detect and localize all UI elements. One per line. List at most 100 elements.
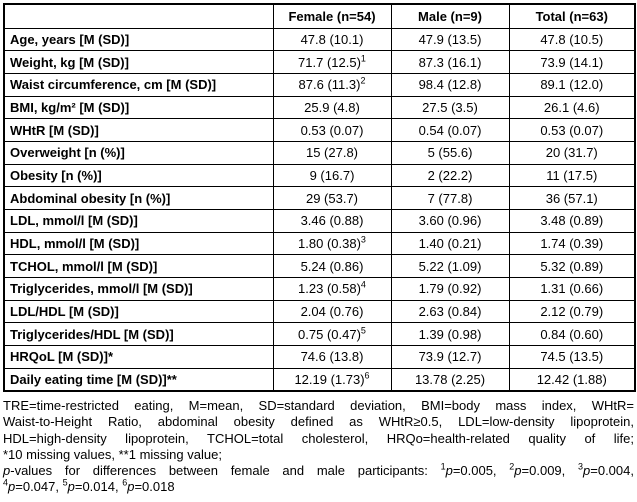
table-row: Triglycerides, mmol/l [M (SD)] 1.23 (0.58… (3, 277, 636, 301)
value-cell: 1.74 (0.39) (508, 231, 636, 256)
value-cell: 5.24 (0.86) (272, 254, 392, 279)
table-row: Obesity [n (%)] 9 (16.7) 2 (22.2) 11 (17.5) (3, 163, 636, 188)
value-cell: 27.5 (3.5) (390, 95, 510, 120)
row-label: BMI, kg/m² [M (SD)] (3, 95, 274, 120)
value-cell: 12.19 (1.73)6 (272, 367, 392, 392)
footnote-line: 4p=0.047, 5p=0.014, 6p=0.018 (3, 478, 175, 495)
value-cell: 0.84 (0.60) (508, 322, 636, 347)
value-cell: 71.7 (12.5)1 (272, 50, 392, 74)
row-label: LDL/HDL [M (SD)] (3, 299, 274, 324)
footnote-marker: 2 (360, 75, 366, 86)
footnote-line: TRE=time-restricted eating, M=mean, SD=s… (3, 398, 634, 413)
table-row: BMI, kg/m² [M (SD)] 25.9 (4.8) 27.5 (3.5) 2… (3, 95, 636, 120)
row-label: Triglycerides, mmol/l [M (SD)] (3, 277, 274, 301)
participant-characteristics-table: Female (n=54) Male (n=9) Total (n=63) Ag… (3, 3, 636, 392)
value-cell: 2.04 (0.76) (272, 299, 392, 324)
value-cell: 3.46 (0.88) (272, 209, 392, 233)
value-cell: 74.5 (13.5) (508, 345, 636, 369)
table-body: Age, years [M (SD)] 47.8 (10.1) 47.9 (13.5… (3, 27, 636, 392)
row-label: WHtR [M (SD)] (3, 118, 274, 142)
value-cell: 73.9 (14.1) (508, 50, 636, 74)
table-row: Waist circumference, cm [M (SD)] 87.6 (11… (3, 72, 636, 97)
value-cell: 89.1 (12.0) (508, 72, 636, 97)
table-row: Age, years [M (SD)] 47.8 (10.1) 47.9 (13.5… (3, 27, 636, 52)
value-cell: 20 (31.7) (508, 140, 636, 165)
column-header-total: Total (n=63) (508, 3, 636, 29)
value-cell: 3.48 (0.89) (508, 209, 636, 233)
row-label: Age, years [M (SD)] (3, 27, 274, 52)
value-cell: 9 (16.7) (272, 163, 392, 188)
column-header-male: Male (n=9) (390, 3, 510, 29)
row-label: Obesity [n (%)] (3, 163, 274, 188)
footnote-line: p-values for differences between female … (3, 461, 634, 479)
value-cell: 13.78 (2.25) (390, 367, 510, 392)
value-cell: 5.32 (0.89) (508, 254, 636, 279)
row-label: Waist circumference, cm [M (SD)] (3, 72, 274, 97)
footnote-line: HDL=high-density lipoprotein, TCHOL=tota… (3, 430, 634, 446)
column-header-female: Female (n=54) (272, 3, 392, 29)
table-row: LDL/HDL [M (SD)] 2.04 (0.76) 2.63 (0.84) 2.… (3, 299, 636, 324)
row-label: Overweight [n (%)] (3, 140, 274, 165)
value-cell: 98.4 (12.8) (390, 72, 510, 97)
table-row: Weight, kg [M (SD)] 71.7 (12.5)1 87.3 (16.… (3, 50, 636, 74)
value-cell: 1.79 (0.92) (390, 277, 510, 301)
footnote-marker: 1 (360, 53, 366, 64)
value-cell: 25.9 (4.8) (272, 95, 392, 120)
value-cell: 11 (17.5) (508, 163, 636, 188)
row-label: Weight, kg [M (SD)] (3, 50, 274, 74)
footnote-marker: 3 (360, 234, 366, 245)
row-label: LDL, mmol/l [M (SD)] (3, 209, 274, 233)
value-cell: 0.54 (0.07) (390, 118, 510, 142)
value-cell: 15 (27.8) (272, 140, 392, 165)
footnote-line: Waist-to-Height Ratio, abdominal obesity… (3, 414, 634, 430)
value-cell: 47.8 (10.5) (508, 27, 636, 52)
value-cell: 2.63 (0.84) (390, 299, 510, 324)
row-label: TCHOL, mmol/l [M (SD)] (3, 254, 274, 279)
row-label: Daily eating time [M (SD)]** (3, 367, 274, 392)
value-cell: 36 (57.1) (508, 186, 636, 210)
footnote-marker: 5 (360, 325, 366, 336)
row-label: Abdominal obesity [n (%)] (3, 186, 274, 210)
table-row: TCHOL, mmol/l [M (SD)] 5.24 (0.86) 5.22 (1… (3, 254, 636, 279)
row-label: HDL, mmol/l [M (SD)] (3, 231, 274, 256)
value-cell: 47.9 (13.5) (390, 27, 510, 52)
value-cell: 0.53 (0.07) (508, 118, 636, 142)
value-cell: 87.3 (16.1) (390, 50, 510, 74)
table-row: LDL, mmol/l [M (SD)] 3.46 (0.88) 3.60 (0.9… (3, 209, 636, 233)
value-cell: 26.1 (4.6) (508, 95, 636, 120)
footnote-line: *10 missing values, **1 missing value; (3, 446, 222, 462)
footnote-marker: 4 (360, 280, 366, 291)
row-label: HRQoL [M (SD)]* (3, 345, 274, 369)
value-cell: 29 (53.7) (272, 186, 392, 210)
value-cell: 2.12 (0.79) (508, 299, 636, 324)
header-row: Female (n=54) Male (n=9) Total (n=63) (3, 3, 636, 29)
value-cell: 7 (77.8) (390, 186, 510, 210)
table-row: WHtR [M (SD)] 0.53 (0.07) 0.54 (0.07) 0.53 … (3, 118, 636, 142)
value-cell: 5 (55.6) (390, 140, 510, 165)
value-cell: 12.42 (1.88) (508, 367, 636, 392)
table-row: HDL, mmol/l [M (SD)] 1.80 (0.38)3 1.40 (0.… (3, 231, 636, 256)
value-cell: 5.22 (1.09) (390, 254, 510, 279)
table-row: Triglycerides/HDL [M (SD)] 0.75 (0.47)5 1.… (3, 322, 636, 347)
value-cell: 1.40 (0.21) (390, 231, 510, 256)
value-cell: 47.8 (10.1) (272, 27, 392, 52)
value-cell: 73.9 (12.7) (390, 345, 510, 369)
footnote-marker: 6 (364, 370, 370, 381)
value-cell: 0.75 (0.47)5 (272, 322, 392, 347)
table-row: HRQoL [M (SD)]* 74.6 (13.8) 73.9 (12.7) 74.… (3, 345, 636, 369)
table-row: Daily eating time [M (SD)]** 12.19 (1.73)… (3, 367, 636, 392)
value-cell: 1.31 (0.66) (508, 277, 636, 301)
table-row: Overweight [n (%)] 15 (27.8) 5 (55.6) 20 (3… (3, 140, 636, 165)
value-cell: 3.60 (0.96) (390, 209, 510, 233)
column-header-empty (3, 3, 274, 29)
footnotes: TRE=time-restricted eating, M=mean, SD=s… (3, 398, 634, 496)
value-cell: 87.6 (11.3)2 (272, 72, 392, 97)
table-row: Abdominal obesity [n (%)] 29 (53.7) 7 (77.… (3, 186, 636, 210)
value-cell: 2 (22.2) (390, 163, 510, 188)
value-cell: 74.6 (13.8) (272, 345, 392, 369)
value-cell: 1.23 (0.58)4 (272, 277, 392, 301)
value-cell: 1.80 (0.38)3 (272, 231, 392, 256)
value-cell: 0.53 (0.07) (272, 118, 392, 142)
value-cell: 1.39 (0.98) (390, 322, 510, 347)
row-label: Triglycerides/HDL [M (SD)] (3, 322, 274, 347)
